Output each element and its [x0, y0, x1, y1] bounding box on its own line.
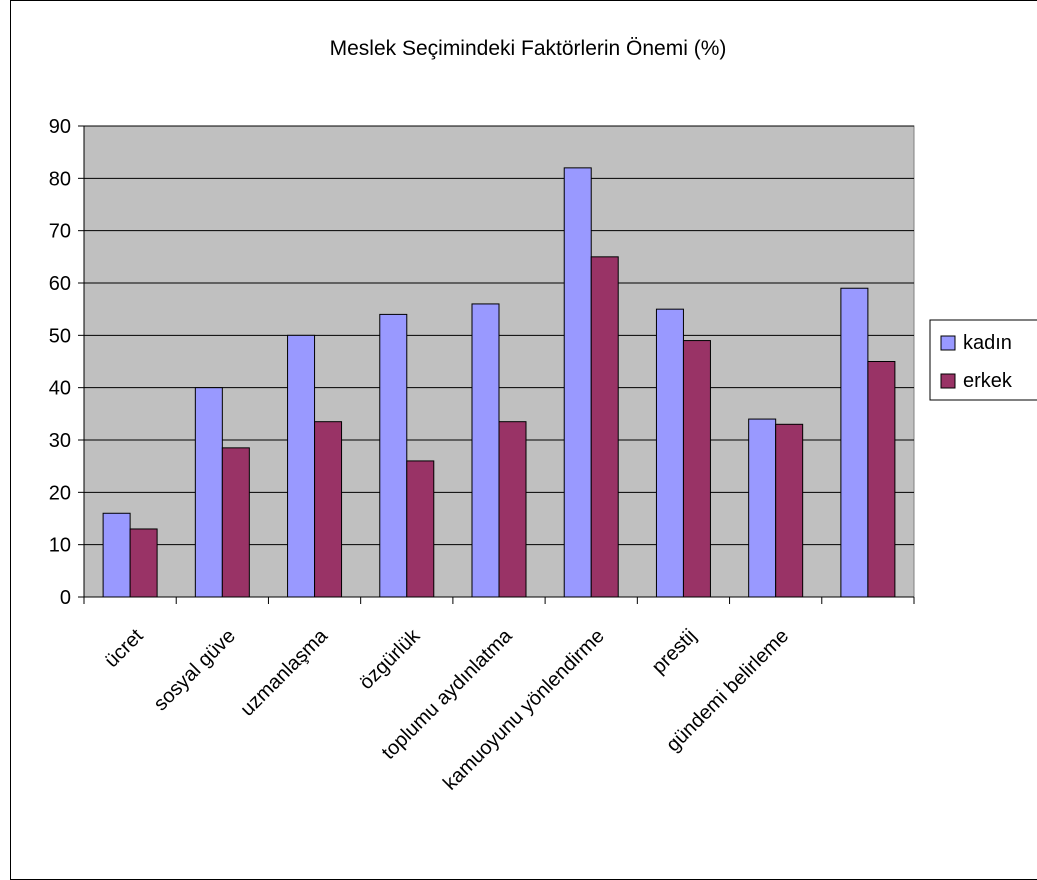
bars: [102, 167, 896, 598]
y-axis-ticks: 0 10 20 30 40 50 60 70 80 90: [49, 116, 84, 609]
bar-erkek: [221, 447, 250, 598]
bar-kadın: [748, 418, 777, 598]
bar-kadın: [563, 167, 592, 598]
bar-kadın: [194, 387, 223, 598]
y-tick-label: 0: [60, 587, 71, 609]
y-tick-label: 90: [49, 116, 71, 138]
legend-swatch-kadın: [940, 335, 956, 351]
legend: kadın erkek: [929, 319, 1037, 401]
legend-label-erkek: erkek: [963, 370, 1013, 392]
legend-swatch-erkek: [940, 373, 956, 389]
x-tick-label: prestij: [648, 625, 701, 678]
y-tick-label: 40: [49, 378, 71, 400]
x-tick-label: kamuoyunu yönlendirme: [439, 625, 609, 795]
bar-kadın: [655, 308, 684, 598]
x-tick-label: ücret: [101, 625, 148, 672]
x-tick-label: özgürlük: [355, 624, 425, 694]
bar-kadın: [471, 303, 500, 598]
chart-title: Meslek Seçimindeki Faktörlerin Önemi (%): [330, 37, 727, 60]
x-tick-label: uzmanlaşma: [236, 624, 332, 720]
bar-erkek: [682, 340, 711, 598]
bar-erkek: [406, 460, 435, 598]
y-tick-label: 80: [49, 168, 71, 190]
y-tick-label: 60: [49, 273, 71, 295]
y-tick-label: 20: [49, 482, 71, 504]
axes: [83, 126, 914, 598]
x-tick-label: sosyal güve: [150, 625, 240, 715]
y-tick-label: 10: [49, 535, 71, 557]
bar-kadın: [102, 512, 131, 598]
bar-kadın: [379, 313, 408, 598]
bar-erkek: [314, 421, 343, 598]
y-tick-label: 30: [49, 430, 71, 452]
y-tick-label: 50: [49, 325, 71, 347]
legend-label-kadın: kadın: [963, 332, 1012, 354]
bar-kadın: [287, 334, 316, 598]
bar-erkek: [775, 423, 804, 598]
y-tick-label: 70: [49, 221, 71, 243]
bar-erkek: [129, 528, 158, 598]
bar-erkek: [498, 421, 527, 598]
bar-erkek: [867, 361, 896, 598]
bar-erkek: [590, 256, 619, 598]
bar-kadın: [840, 287, 869, 598]
